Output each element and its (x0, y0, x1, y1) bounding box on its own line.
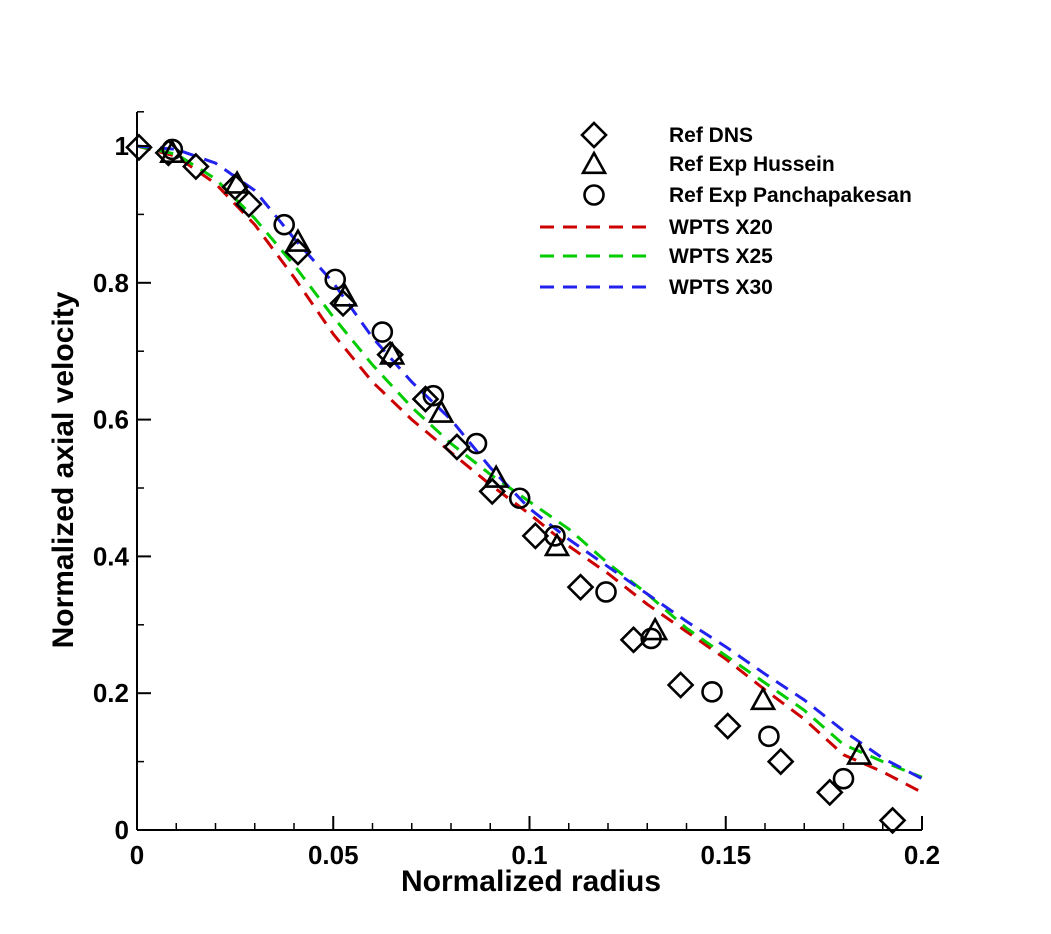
y-tick-label: 0.6 (93, 405, 129, 435)
data-point-diamond (235, 190, 263, 218)
data-point-triangle (845, 741, 873, 765)
series-line-3 (136, 144, 923, 794)
legend-label: Ref Exp Hussein (669, 153, 835, 176)
legend: Ref DNS Ref Exp Hussein Ref Exp Panchapake… (540, 121, 912, 299)
data-point-circle (832, 767, 855, 790)
y-tick-label: 0.8 (93, 268, 129, 298)
data-point-diamond (376, 340, 405, 369)
data-point-diamond (766, 747, 795, 776)
data-point-diamond (443, 433, 471, 461)
data-point-circle (465, 432, 488, 455)
legend-swatch-circle (583, 184, 605, 206)
data-point-diamond (566, 573, 595, 602)
legend-label: Ref Exp Panchapakesan (669, 184, 912, 207)
x-axis-label: Normalized radius (401, 865, 661, 898)
legend-label: WPTS X20 (669, 216, 773, 239)
data-point-diamond (411, 385, 440, 413)
y-tick-label: 1 (115, 131, 129, 161)
data-point-circle (508, 487, 531, 510)
data-point-diamond (878, 806, 907, 835)
data-point-triangle (378, 340, 406, 365)
y-tick-label: 0.4 (93, 541, 130, 571)
data-point-triangle (223, 169, 251, 194)
data-point-triangle (331, 282, 359, 307)
data-point-diamond (329, 289, 357, 318)
x-tick-label: 0.2 (904, 840, 940, 870)
y-tick-label: 0 (115, 815, 129, 845)
y-axis-label: Normalized axial velocity (47, 291, 80, 648)
data-point-circle (544, 525, 566, 547)
data-point-circle (371, 321, 394, 343)
data-point-circle (701, 681, 723, 703)
x-tick-label: 0.05 (308, 840, 359, 870)
data-point-triangle (749, 686, 777, 711)
x-tick-label: 0.15 (700, 840, 751, 870)
data-point-diamond (815, 778, 844, 807)
data-point-diamond (666, 671, 695, 699)
x-tick-label: 0.1 (511, 840, 547, 870)
x-tick-label: 0 (130, 840, 144, 870)
data-point-triangle (284, 228, 312, 252)
legend-label: Ref DNS (669, 124, 753, 147)
legend-label: WPTS X30 (669, 276, 773, 299)
data-point-diamond (521, 522, 550, 550)
data-point-circle (422, 384, 445, 407)
data-point-triangle (159, 139, 186, 163)
data-point-circle (758, 725, 780, 748)
data-point-diamond (182, 152, 210, 181)
data-point-diamond (713, 712, 742, 740)
data-point-circle (273, 213, 295, 236)
data-point-diamond (284, 238, 312, 266)
plot-markers (125, 133, 907, 835)
data-point-circle (324, 268, 347, 291)
data-point-diamond (125, 133, 153, 162)
data-point-circle (640, 627, 662, 650)
data-point-circle (161, 138, 184, 161)
y-tick-label: 0.2 (93, 678, 129, 708)
legend-swatch-diamond (580, 121, 608, 149)
data-point-triangle (427, 399, 455, 423)
data-point-triangle (482, 464, 510, 488)
ticks: 0 0.05 0.1 0.15 0.2 0 0.2 0.4 0.6 0.8 1 (93, 111, 940, 870)
data-point-circle (595, 581, 617, 603)
legend-label: WPTS X25 (669, 245, 773, 268)
legend-swatch-triangle (580, 150, 608, 175)
series-line-5 (136, 144, 923, 781)
